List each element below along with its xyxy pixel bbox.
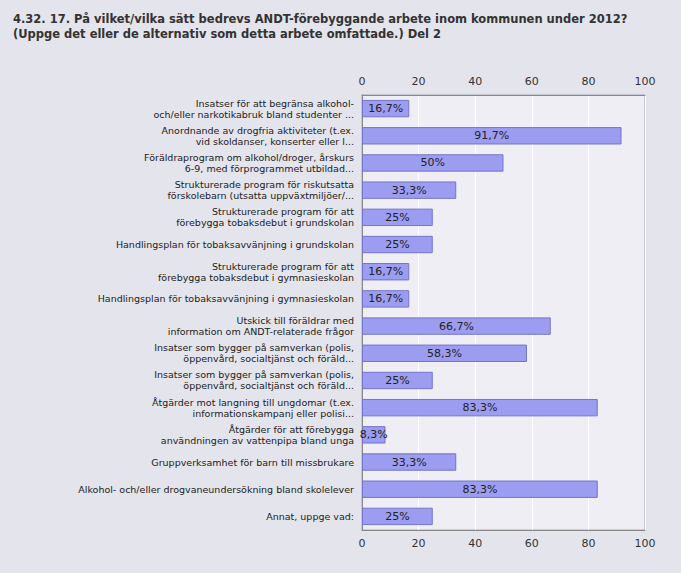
svg-text:öppenvård, socialtjänst och fö: öppenvård, socialtjänst och föräld... [183, 380, 354, 391]
svg-text:25%: 25% [385, 238, 409, 251]
svg-text:Åtgärder för att förebygga: Åtgärder för att förebygga [229, 424, 354, 435]
svg-text:Strukturerade program för att: Strukturerade program för att [212, 261, 354, 272]
svg-text:Handlingsplan för tobaksavvänj: Handlingsplan för tobaksavvänjning i gru… [116, 239, 354, 250]
svg-text:91,7%: 91,7% [474, 129, 509, 142]
svg-text:58,3%: 58,3% [427, 347, 462, 360]
svg-text:(Uppge det eller de alternativ: (Uppge det eller de alternativ som detta… [13, 27, 441, 41]
svg-text:4.32. 17. På vilket/vilka sätt: 4.32. 17. På vilket/vilka sätt bedrevs A… [13, 12, 631, 26]
svg-text:Åtgärder mot langning till ung: Åtgärder mot langning till ungdomar (t.e… [152, 397, 354, 408]
svg-text:förebygga tobaksdebut i grunds: förebygga tobaksdebut i grundskolan [176, 217, 354, 228]
svg-text:25%: 25% [385, 211, 409, 224]
svg-text:Utskick till föräldrar med: Utskick till föräldrar med [236, 315, 354, 326]
svg-text:Annat, uppge vad:: Annat, uppge vad: [266, 511, 354, 522]
svg-text:20: 20 [412, 75, 426, 88]
svg-text:6-9, med förprogrammet utbilda: 6-9, med förprogrammet utbildad... [185, 163, 354, 174]
svg-text:information om ANDT-relaterade: information om ANDT-relaterade frågor [168, 326, 354, 337]
svg-text:och/eller narkotikabruk bland: och/eller narkotikabruk bland studenter … [153, 109, 354, 120]
svg-text:informationskampanj eller poli: informationskampanj eller polisi... [193, 408, 354, 419]
svg-text:16,7%: 16,7% [368, 265, 403, 278]
svg-text:Anordnande av drogfria aktivit: Anordnande av drogfria aktiviteter (t.ex… [162, 125, 354, 136]
svg-text:80: 80 [581, 537, 595, 550]
svg-text:0: 0 [359, 537, 366, 550]
svg-text:60: 60 [525, 75, 539, 88]
svg-text:öppenvård, socialtjänst och fö: öppenvård, socialtjänst och föräld... [183, 353, 354, 364]
svg-text:Insatser som bygger på samverk: Insatser som bygger på samverkan (polis, [154, 369, 354, 380]
svg-text:25%: 25% [385, 374, 409, 387]
svg-text:50%: 50% [421, 156, 445, 169]
svg-text:60: 60 [525, 537, 539, 550]
svg-text:förskolebarn (utsatta uppväxtm: förskolebarn (utsatta uppväxtmiljöer/... [168, 190, 354, 201]
svg-text:16,7%: 16,7% [368, 102, 403, 115]
svg-text:40: 40 [468, 75, 482, 88]
svg-text:40: 40 [468, 537, 482, 550]
svg-text:100: 100 [635, 75, 656, 88]
svg-text:vid skoldanser, konserter elle: vid skoldanser, konserter eller l... [196, 136, 354, 147]
svg-text:Handlingsplan för tobaksavvänj: Handlingsplan för tobaksavvänjning i gym… [98, 293, 354, 304]
svg-text:33,3%: 33,3% [392, 184, 427, 197]
svg-text:Alkohol- och/eller drogvaneund: Alkohol- och/eller drogvaneundersökning … [78, 484, 354, 495]
svg-text:Föräldraprogram om alkohol/dro: Föräldraprogram om alkohol/droger, årsku… [144, 152, 354, 163]
svg-text:Gruppverksamhet för barn till: Gruppverksamhet för barn till missbrukar… [151, 457, 354, 468]
svg-text:Strukturerade program för att: Strukturerade program för att [212, 206, 354, 217]
svg-text:förebygga tobaksdebut i gymnas: förebygga tobaksdebut i gymnasieskolan [158, 272, 354, 283]
svg-text:16,7%: 16,7% [368, 292, 403, 305]
svg-text:80: 80 [581, 75, 595, 88]
svg-text:100: 100 [635, 537, 656, 550]
svg-text:Strukturerade program för risk: Strukturerade program för riskutsatta [175, 179, 354, 190]
svg-text:användningen av vattenpipa bla: användningen av vattenpipa bland unga [161, 435, 354, 446]
svg-text:33,3%: 33,3% [392, 456, 427, 469]
svg-text:83,3%: 83,3% [462, 401, 497, 414]
svg-text:20: 20 [412, 537, 426, 550]
svg-text:Insatser för att begränsa alko: Insatser för att begränsa alkohol- [196, 98, 354, 109]
svg-text:Insatser som bygger på samverk: Insatser som bygger på samverkan (polis, [154, 342, 354, 353]
svg-text:25%: 25% [385, 510, 409, 523]
svg-text:83,3%: 83,3% [462, 483, 497, 496]
svg-text:8,3%: 8,3% [360, 428, 388, 441]
svg-text:0: 0 [359, 75, 366, 88]
svg-text:66,7%: 66,7% [439, 320, 474, 333]
